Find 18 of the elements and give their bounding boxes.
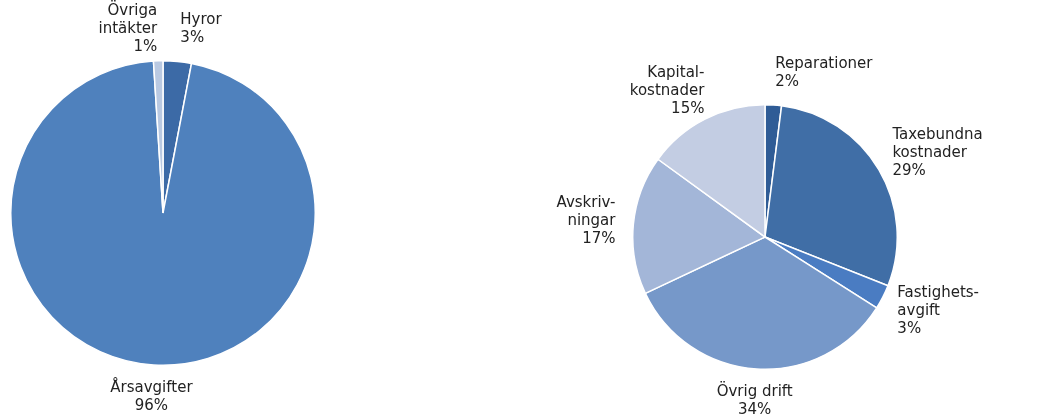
data-label: 2% bbox=[775, 71, 800, 90]
slice-label: Reparationer bbox=[775, 53, 874, 72]
slice-label: Fastighets- avgift bbox=[897, 283, 980, 320]
data-label: 96% bbox=[134, 395, 169, 414]
slice-label: Taxebundna kostnader bbox=[891, 125, 983, 162]
slice-label: Övrig drift bbox=[716, 380, 793, 400]
data-label: 29% bbox=[892, 161, 926, 180]
slice-label: Kapital- kostnader bbox=[629, 62, 706, 99]
slice-label: Årsavgifter bbox=[110, 376, 194, 396]
data-label: 17% bbox=[582, 229, 616, 248]
slice-label: Hyror bbox=[180, 10, 223, 29]
data-label: 3% bbox=[897, 319, 922, 338]
data-label: 3% bbox=[180, 28, 205, 47]
data-label: 15% bbox=[671, 98, 705, 117]
data-label: 34% bbox=[738, 399, 772, 418]
data-label: 1% bbox=[133, 36, 158, 55]
slice-label: Övriga intäkter bbox=[98, 0, 159, 37]
slice-label: Avskriv- ningar bbox=[556, 193, 617, 230]
